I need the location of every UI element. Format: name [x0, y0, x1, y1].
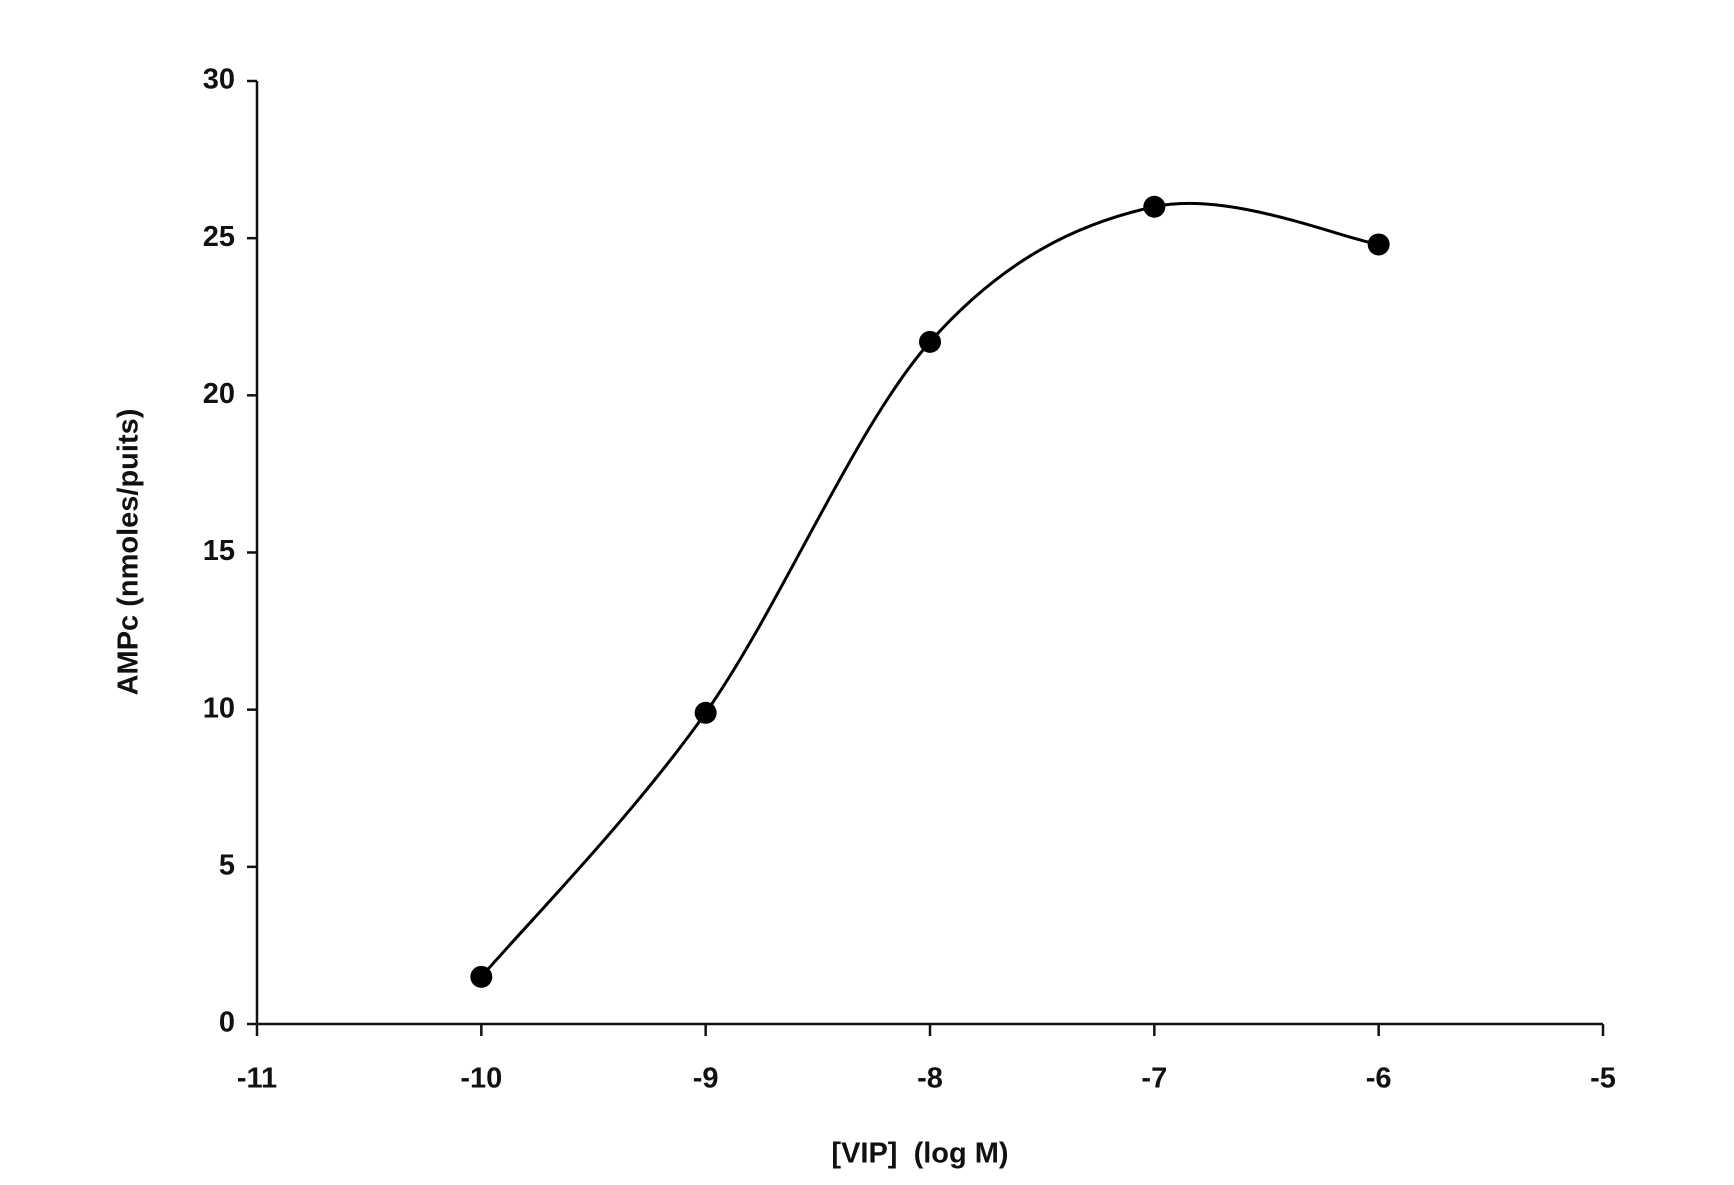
marker — [919, 331, 941, 353]
x-tick-label: -10 — [460, 1063, 502, 1095]
line — [481, 203, 1378, 976]
marker — [1143, 196, 1165, 218]
y-tick-label: 10 — [203, 692, 235, 724]
y-axis-label: AMPc (nmoles/puits) — [113, 409, 145, 696]
x-tick-label: -6 — [1366, 1063, 1392, 1095]
y-tick-label: 20 — [203, 378, 235, 410]
y-tick-label: 0 — [219, 1007, 235, 1039]
x-tick-label: -9 — [693, 1063, 719, 1095]
marker — [695, 702, 717, 724]
x-tick-label: -5 — [1590, 1063, 1616, 1095]
y-tick-label: 15 — [203, 535, 235, 567]
x-tick-label: -11 — [237, 1063, 277, 1095]
marker — [1368, 233, 1390, 255]
y-tick-label: 25 — [203, 221, 235, 253]
marker — [470, 966, 492, 988]
x-axis-label: [VIP] (log M) — [831, 1138, 1008, 1170]
x-tick-label: -8 — [917, 1063, 943, 1095]
y-tick-label: 5 — [219, 849, 235, 881]
x-tick-label: -7 — [1141, 1063, 1167, 1095]
y-tick-label: 30 — [203, 64, 235, 96]
